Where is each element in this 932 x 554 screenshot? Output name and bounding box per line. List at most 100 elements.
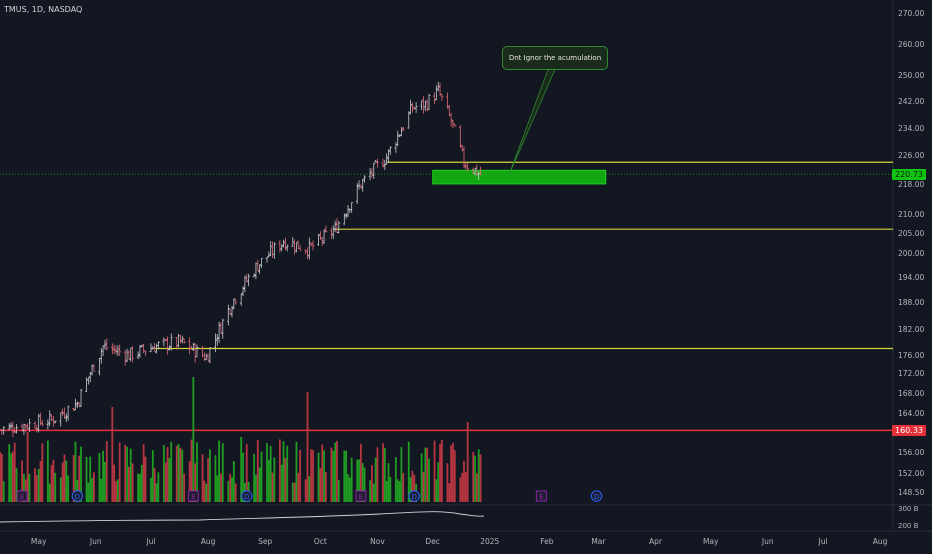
- volume-bar: [435, 479, 438, 502]
- price-axis-tick: 148.50: [898, 488, 924, 497]
- volume-bar: [389, 477, 392, 502]
- volume-bar: [98, 452, 101, 502]
- volume-bar: [356, 459, 359, 502]
- volume-axis-tick: 200 B: [898, 522, 919, 530]
- volume-bar: [310, 449, 313, 502]
- event-marker-label: E: [359, 493, 363, 501]
- volume-bar: [15, 468, 18, 502]
- volume-bar: [190, 439, 193, 502]
- time-axis-tick: Feb: [540, 537, 554, 546]
- volume-bar: [127, 466, 130, 502]
- price-axis-tick: 226.00: [898, 151, 924, 160]
- volume-bar: [330, 447, 333, 502]
- volume-bar: [240, 437, 243, 502]
- volume-bar: [347, 474, 349, 502]
- volume-bar: [424, 447, 427, 502]
- volume-bar: [102, 450, 105, 502]
- volume-bar: [118, 442, 121, 502]
- volume-bar: [278, 439, 281, 502]
- earnings-marker: [355, 490, 367, 502]
- volume-bar: [140, 464, 143, 502]
- volume-bar: [113, 464, 116, 502]
- time-axis-tick: Jun: [89, 537, 102, 546]
- volume-bar: [74, 441, 77, 502]
- volume-bar: [387, 463, 390, 502]
- volume-bar: [181, 449, 184, 502]
- volume-bar: [321, 444, 324, 502]
- volume-bar: [286, 445, 289, 502]
- volume-bar: [155, 483, 158, 502]
- volume-bar: [218, 440, 221, 502]
- volume-bar: [293, 482, 296, 502]
- price-axis-tick: 172.00: [898, 369, 924, 378]
- volume-bar: [463, 460, 465, 502]
- volume-bar: [52, 459, 55, 502]
- volume-bar: [91, 477, 93, 502]
- price-axis-tick: 218.00: [898, 180, 924, 189]
- volume-bar: [196, 442, 198, 502]
- volume-bar: [466, 422, 469, 502]
- time-axis-tick: Aug: [201, 537, 216, 546]
- volume-bar: [306, 392, 309, 502]
- volume-bar: [104, 461, 106, 502]
- volume-bar: [452, 443, 454, 502]
- volume-bar: [65, 460, 68, 502]
- volume-bar: [63, 454, 66, 502]
- volume-bar: [475, 473, 478, 502]
- volume-bar: [345, 450, 348, 502]
- callout-pointer: [508, 66, 557, 176]
- event-marker-label: E: [191, 493, 195, 501]
- time-axis-tick: 2025: [480, 537, 499, 546]
- volume-bar: [332, 450, 335, 502]
- volume-bar: [78, 455, 81, 502]
- price-axis-tick: 168.00: [898, 389, 924, 398]
- volume-bar: [413, 474, 416, 502]
- volume-bar: [170, 441, 173, 502]
- volume-bar: [87, 482, 90, 502]
- volume-bar: [144, 456, 147, 502]
- volume-bar: [280, 464, 283, 502]
- price-axis-tick: 176.00: [898, 351, 924, 360]
- volume-bar: [267, 459, 270, 502]
- volume-bar: [72, 455, 75, 502]
- volume-bar: [175, 445, 178, 502]
- volume-bar: [13, 442, 16, 502]
- volume-bar: [385, 480, 388, 502]
- volume-bar: [39, 460, 42, 502]
- time-axis-tick: Jul: [145, 537, 155, 546]
- time-axis-tick: Sep: [258, 537, 272, 546]
- volume-bar: [23, 473, 25, 502]
- volume-bar: [209, 449, 211, 502]
- volume-bar: [151, 450, 154, 502]
- price-axis-tick: 188.00: [898, 298, 924, 307]
- volume-bar: [446, 463, 449, 502]
- volume-bar: [269, 446, 272, 502]
- time-axis-tick: May: [31, 537, 47, 546]
- volume-bar: [80, 446, 82, 502]
- volume-bar: [479, 454, 482, 502]
- volume-bar: [359, 443, 362, 502]
- volume-bar: [61, 462, 64, 502]
- volume-bar: [188, 461, 191, 502]
- volume-axis-tick: 300 B: [898, 505, 919, 513]
- dividend-marker: [71, 490, 84, 502]
- dividend-marker: [241, 490, 253, 502]
- volume-bar: [67, 475, 70, 502]
- volume-bar: [164, 462, 167, 502]
- price-axis-tick: 200.00: [898, 249, 924, 258]
- volume-bar: [41, 443, 44, 502]
- volume-bar: [37, 469, 40, 502]
- volume-bar: [183, 473, 186, 502]
- volume-bar: [273, 457, 276, 502]
- price-axis-tick: 270.00: [898, 9, 924, 18]
- cumulative-volume-line: [0, 511, 485, 523]
- volume-bar: [54, 472, 57, 502]
- price-axis-tick: 260.00: [898, 40, 924, 49]
- volume-bar: [229, 474, 232, 502]
- annotation-callout[interactable]: Dnt Ignor the acumulation: [502, 46, 608, 70]
- volume-bar: [50, 465, 53, 502]
- current-price-tag: 220.73: [892, 169, 926, 180]
- volume-bar: [402, 473, 405, 502]
